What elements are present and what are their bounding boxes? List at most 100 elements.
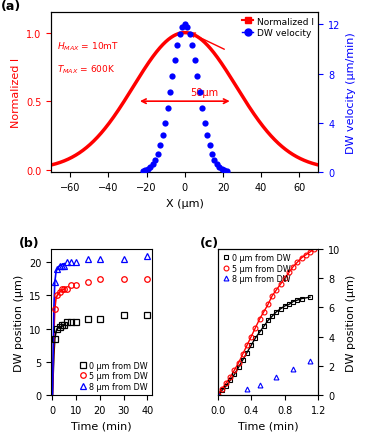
Text: $H_{MAX}$ = 10mT: $H_{MAX}$ = 10mT xyxy=(57,40,119,53)
0 μm from DW xyxy=(240,358,245,363)
5 μm from DW xyxy=(266,302,270,307)
0 μm from DW xyxy=(60,323,64,328)
5 μm from DW xyxy=(308,250,312,255)
0 μm from DW xyxy=(98,316,102,322)
8 μm from DW xyxy=(245,387,249,392)
5 μm from DW xyxy=(145,276,150,282)
0 μm from DW xyxy=(122,313,126,318)
8 μm from DW xyxy=(122,257,126,262)
Text: $T_{MAX}$ = 600K: $T_{MAX}$ = 600K xyxy=(57,64,115,76)
8 μm from DW xyxy=(64,260,69,265)
8 μm from DW xyxy=(216,392,220,398)
Line: 8 μm from DW: 8 μm from DW xyxy=(215,359,313,398)
5 μm from DW xyxy=(98,276,102,282)
0 μm from DW xyxy=(86,316,90,322)
5 μm from DW xyxy=(283,276,287,281)
0 μm from DW xyxy=(253,335,258,341)
Line: 0 μm from DW: 0 μm from DW xyxy=(52,313,150,342)
8 μm from DW xyxy=(257,382,262,388)
8 μm from DW xyxy=(145,253,150,259)
0 μm from DW xyxy=(57,325,62,330)
Y-axis label: DW position (μm): DW position (μm) xyxy=(14,274,23,371)
8 μm from DW xyxy=(86,257,90,262)
8 μm from DW xyxy=(57,263,62,269)
5 μm from DW xyxy=(245,343,249,348)
Line: 8 μm from DW: 8 μm from DW xyxy=(52,253,150,285)
Text: 50μm: 50μm xyxy=(191,88,219,98)
5 μm from DW xyxy=(279,282,283,287)
0 μm from DW xyxy=(270,314,274,319)
0 μm from DW xyxy=(291,299,295,304)
8 μm from DW xyxy=(69,260,74,265)
0 μm from DW xyxy=(224,384,228,389)
5 μm from DW xyxy=(253,326,258,331)
X-axis label: Time (min): Time (min) xyxy=(238,420,298,430)
Text: (a): (a) xyxy=(0,0,21,13)
Text: (c): (c) xyxy=(199,237,219,250)
X-axis label: Time (min): Time (min) xyxy=(71,420,132,430)
5 μm from DW xyxy=(295,260,300,265)
8 μm from DW xyxy=(308,359,312,364)
0 μm from DW xyxy=(232,372,236,377)
5 μm from DW xyxy=(228,375,232,380)
0 μm from DW xyxy=(287,302,291,307)
0 μm from DW xyxy=(145,313,150,318)
5 μm from DW xyxy=(236,360,241,365)
0 μm from DW xyxy=(216,392,220,398)
Y-axis label: Normalized I: Normalized I xyxy=(11,58,20,128)
5 μm from DW xyxy=(220,387,224,392)
8 μm from DW xyxy=(98,257,102,262)
0 μm from DW xyxy=(55,326,59,332)
5 μm from DW xyxy=(232,368,236,373)
5 μm from DW xyxy=(274,288,279,293)
5 μm from DW xyxy=(287,270,291,275)
5 μm from DW xyxy=(57,290,62,295)
0 μm from DW xyxy=(220,388,224,393)
0 μm from DW xyxy=(279,306,283,312)
5 μm from DW xyxy=(74,283,78,289)
5 μm from DW xyxy=(249,334,253,339)
8 μm from DW xyxy=(60,263,64,269)
Y-axis label: DW position (μm): DW position (μm) xyxy=(346,274,356,371)
5 μm from DW xyxy=(216,392,220,398)
5 μm from DW xyxy=(62,286,67,292)
5 μm from DW xyxy=(224,381,228,386)
0 μm from DW xyxy=(249,343,253,348)
0 μm from DW xyxy=(295,298,300,303)
0 μm from DW xyxy=(64,319,69,325)
Line: 5 μm from DW: 5 μm from DW xyxy=(52,276,150,312)
5 μm from DW xyxy=(64,286,69,292)
0 μm from DW xyxy=(69,319,74,325)
5 μm from DW xyxy=(304,253,308,258)
5 μm from DW xyxy=(262,309,266,315)
Line: 5 μm from DW: 5 μm from DW xyxy=(215,247,317,398)
5 μm from DW xyxy=(299,256,304,261)
5 μm from DW xyxy=(86,280,90,285)
5 μm from DW xyxy=(291,264,295,270)
0 μm from DW xyxy=(236,365,241,370)
0 μm from DW xyxy=(262,324,266,329)
5 μm from DW xyxy=(53,306,57,312)
X-axis label: X (μm): X (μm) xyxy=(166,198,204,208)
5 μm from DW xyxy=(60,286,64,292)
8 μm from DW xyxy=(62,263,67,269)
0 μm from DW xyxy=(274,309,279,315)
0 μm from DW xyxy=(299,296,304,302)
0 μm from DW xyxy=(74,319,78,325)
5 μm from DW xyxy=(240,352,245,357)
0 μm from DW xyxy=(53,336,57,341)
8 μm from DW xyxy=(53,280,57,285)
8 μm from DW xyxy=(74,260,78,265)
0 μm from DW xyxy=(257,330,262,335)
Y-axis label: DW velocity (μm/min): DW velocity (μm/min) xyxy=(346,32,356,154)
0 μm from DW xyxy=(62,323,67,328)
0 μm from DW xyxy=(245,350,249,355)
8 μm from DW xyxy=(274,375,279,380)
Legend: 0 μm from DW, 5 μm from DW, 8 μm from DW: 0 μm from DW, 5 μm from DW, 8 μm from DW xyxy=(76,358,151,394)
5 μm from DW xyxy=(69,283,74,289)
8 μm from DW xyxy=(291,366,295,372)
Line: 0 μm from DW: 0 μm from DW xyxy=(215,295,313,398)
Legend: 0 μm from DW, 5 μm from DW, 8 μm from DW: 0 μm from DW, 5 μm from DW, 8 μm from DW xyxy=(219,250,294,287)
0 μm from DW xyxy=(266,318,270,323)
0 μm from DW xyxy=(228,378,232,383)
